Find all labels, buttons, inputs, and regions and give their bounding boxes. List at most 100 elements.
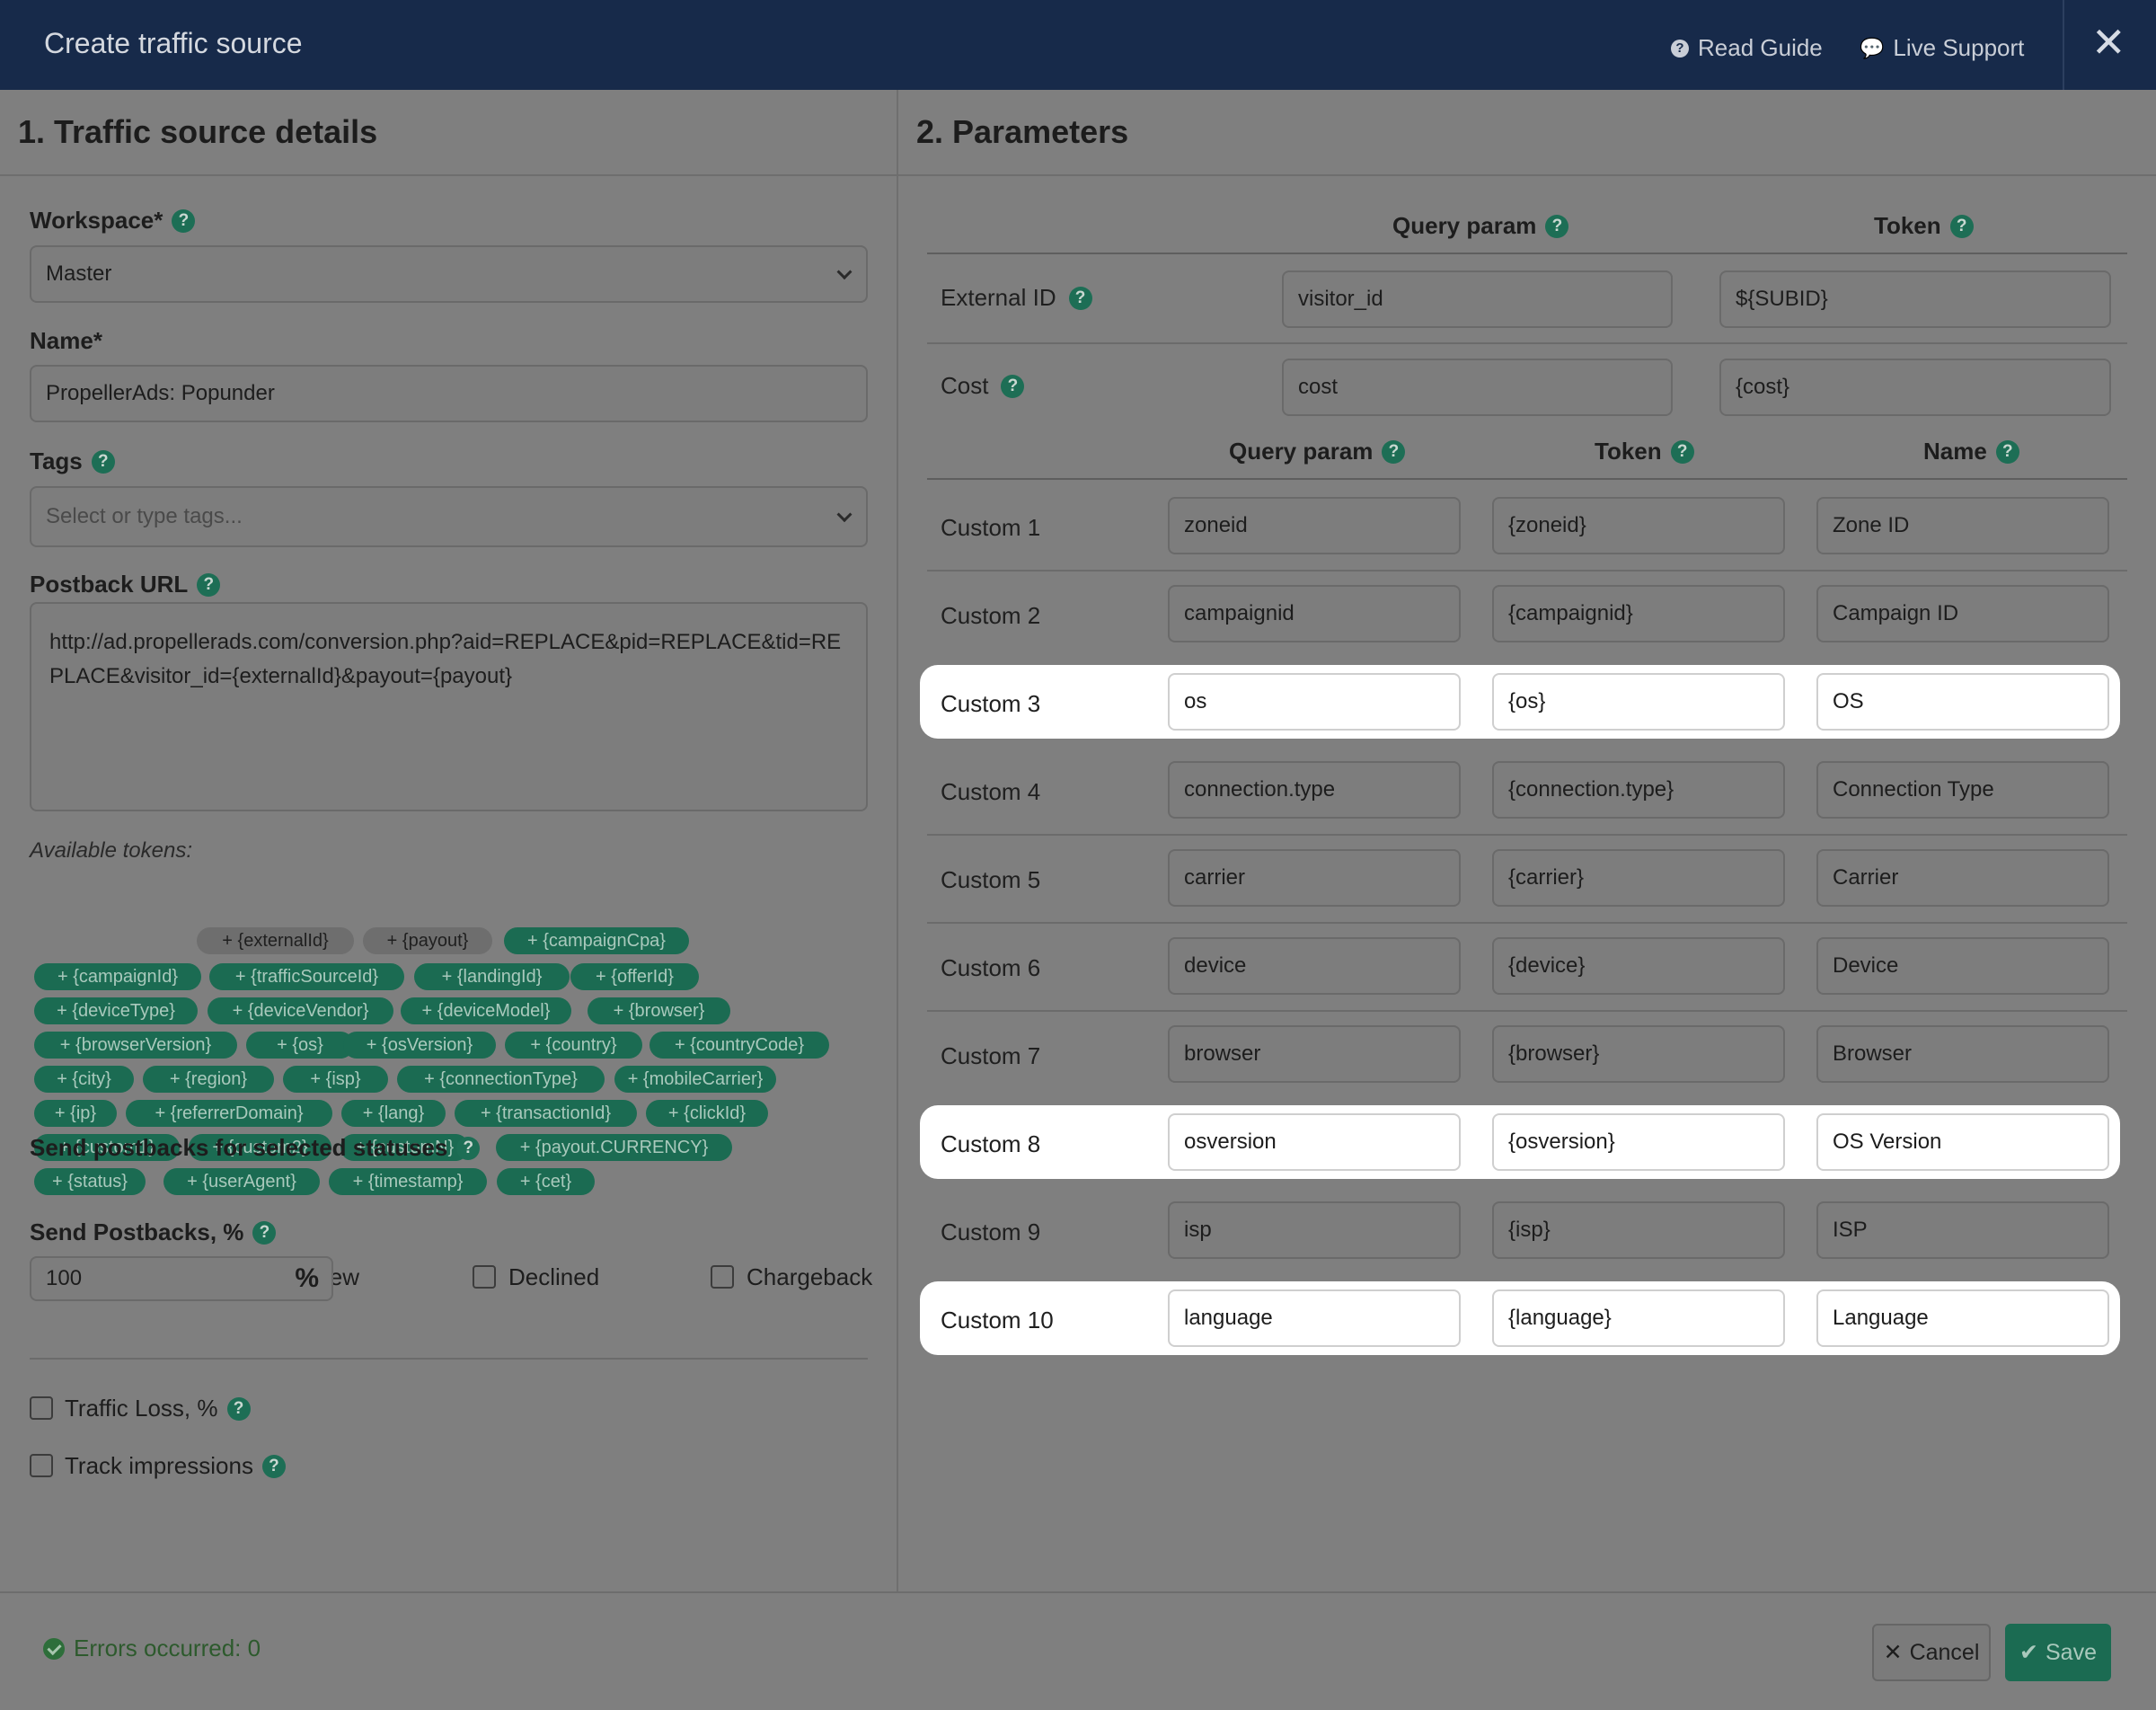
external-id-label: External ID ? [941, 284, 1092, 312]
help-icon[interactable]: ? [261, 1454, 286, 1478]
help-icon[interactable]: ? [1545, 214, 1569, 238]
custom-name-input[interactable]: Carrier [1816, 849, 2109, 907]
token-chip[interactable]: + {payout.CURRENCY} [496, 1134, 732, 1161]
custom-token-input[interactable]: {connection.type} [1492, 761, 1785, 819]
token-chip[interactable]: + {landingId} [414, 963, 570, 990]
name-input[interactable]: PropellerAds: Popunder [30, 365, 868, 422]
token-chip[interactable]: + {custom1} [34, 1134, 180, 1161]
token-chip[interactable]: + {region} [143, 1066, 274, 1093]
custom-token-input[interactable]: {osversion} [1492, 1113, 1785, 1171]
help-icon[interactable]: ? [1001, 374, 1025, 398]
help-icon[interactable]: ? [172, 208, 196, 233]
close-icon[interactable]: ✕ [2091, 19, 2126, 66]
save-button[interactable]: ✔ Save [2005, 1624, 2111, 1681]
custom-name-input[interactable]: OS [1816, 673, 2109, 731]
token-chip[interactable]: + {countryCode} [649, 1032, 829, 1059]
token-chip[interactable]: + {custom2} [189, 1134, 331, 1161]
custom-token-input[interactable]: {language} [1492, 1289, 1785, 1347]
token-chip[interactable]: + {cet} [497, 1168, 595, 1195]
token-chip[interactable]: + {externalId} [197, 927, 354, 954]
help-icon[interactable]: ? [1995, 439, 2019, 464]
send-postbacks-percent-input[interactable]: 100 % [30, 1256, 333, 1301]
token-chip[interactable]: + {browser} [588, 997, 730, 1024]
token-chip[interactable]: + {offerId} [570, 963, 699, 990]
help-icon[interactable]: ? [1068, 286, 1092, 310]
custom-name-input[interactable]: Browser [1816, 1025, 2109, 1083]
token-chip[interactable]: + {timestamp} [329, 1168, 487, 1195]
token-chip[interactable]: + {status} [34, 1168, 146, 1195]
token-chip[interactable]: + {osVersion} [343, 1032, 496, 1059]
help-icon[interactable]: ? [226, 1396, 251, 1421]
custom-param-input[interactable]: isp [1168, 1201, 1461, 1259]
token-chip[interactable]: + {ip} [34, 1100, 117, 1127]
custom-name-input[interactable]: Device [1816, 937, 2109, 995]
custom-param-input[interactable]: carrier [1168, 849, 1461, 907]
workspace-select[interactable]: Master [30, 245, 868, 303]
custom-param-input[interactable]: os [1168, 673, 1461, 731]
token-chip[interactable]: + {city} [34, 1066, 134, 1093]
token-chip[interactable]: + {os} [246, 1032, 354, 1059]
token-chip[interactable]: + {browserVersion} [34, 1032, 237, 1059]
custom-name-input[interactable]: Zone ID [1816, 497, 2109, 554]
token-chip[interactable]: + {transactionId} [455, 1100, 637, 1127]
custom-name-input[interactable]: OS Version [1816, 1113, 2109, 1171]
token-chip[interactable]: + {mobileCarrier} [614, 1066, 776, 1093]
token-chip[interactable]: + {campaignId} [34, 963, 201, 990]
token-chip[interactable]: + {deviceModel} [401, 997, 571, 1024]
custom-token-input[interactable]: {os} [1492, 673, 1785, 731]
custom-token-input[interactable]: {isp} [1492, 1201, 1785, 1259]
custom-name-input[interactable]: ISP [1816, 1201, 2109, 1259]
custom-token-input[interactable]: {zoneid} [1492, 497, 1785, 554]
custom-name-input[interactable]: Campaign ID [1816, 585, 2109, 642]
read-guide-link[interactable]: ? Read Guide [1671, 34, 1823, 62]
custom-token-input[interactable]: {device} [1492, 937, 1785, 995]
external-id-token-input[interactable]: ${SUBID} [1719, 270, 2111, 328]
help-icon[interactable]: ? [252, 1220, 277, 1245]
tags-select[interactable]: Select or type tags... [30, 486, 868, 547]
traffic-loss-checkbox[interactable] [30, 1396, 53, 1420]
postback-url-textarea[interactable]: http://ad.propellerads.com/conversion.ph… [30, 602, 868, 811]
help-icon[interactable]: ? [197, 572, 221, 597]
token-chip[interactable]: + {trafficSourceId} [209, 963, 404, 990]
custom-token-input[interactable]: {campaignid} [1492, 585, 1785, 642]
token-chip[interactable]: + {customN} [340, 1134, 469, 1161]
custom-param-input[interactable]: connection.type [1168, 761, 1461, 819]
status-checkbox-chargeback[interactable] [711, 1265, 734, 1289]
token-chip[interactable]: + {userAgent} [163, 1168, 320, 1195]
external-id-param-input[interactable]: visitor_id [1282, 270, 1673, 328]
custom-token-input[interactable]: {browser} [1492, 1025, 1785, 1083]
token-chip[interactable]: + {clickId} [646, 1100, 768, 1127]
token-chip[interactable]: + {lang} [341, 1100, 446, 1127]
custom-name-input[interactable]: Connection Type [1816, 761, 2109, 819]
token-chip[interactable]: + {connectionType} [397, 1066, 605, 1093]
custom-param-input[interactable]: zoneid [1168, 497, 1461, 554]
status-checkbox-declined[interactable] [473, 1265, 496, 1289]
token-chip[interactable]: + {deviceVendor} [208, 997, 393, 1024]
custom-param-input[interactable]: browser [1168, 1025, 1461, 1083]
token-chip[interactable]: + {campaignCpa} [504, 927, 689, 954]
track-impressions-checkbox[interactable] [30, 1454, 53, 1477]
percent-suffix: % [295, 1263, 319, 1293]
cost-token-input[interactable]: {cost} [1719, 359, 2111, 416]
custom-param-input[interactable]: language [1168, 1289, 1461, 1347]
help-icon[interactable]: ? [1670, 439, 1694, 464]
custom-token-input[interactable]: {carrier} [1492, 849, 1785, 907]
help-icon[interactable]: ? [1382, 439, 1406, 464]
token-chip[interactable]: + {country} [505, 1032, 642, 1059]
cancel-button[interactable]: ✕ Cancel [1872, 1624, 1991, 1681]
token-chip[interactable]: + {deviceType} [34, 997, 198, 1024]
row-divider [927, 1010, 2127, 1012]
cost-param-input[interactable]: cost [1282, 359, 1673, 416]
custom-param-input[interactable]: device [1168, 937, 1461, 995]
help-icon[interactable]: ? [91, 449, 115, 474]
help-icon[interactable]: ? [1949, 214, 1974, 238]
token-chip[interactable]: + {payout} [363, 927, 492, 954]
help-icon[interactable]: ? [456, 1136, 481, 1160]
chevron-down-icon [836, 264, 853, 280]
token-chip[interactable]: + {referrerDomain} [126, 1100, 332, 1127]
live-support-link[interactable]: 💬 Live Support [1860, 34, 2024, 62]
custom-param-input[interactable]: campaignid [1168, 585, 1461, 642]
token-chip[interactable]: + {isp} [283, 1066, 388, 1093]
custom-param-input[interactable]: osversion [1168, 1113, 1461, 1171]
custom-name-input[interactable]: Language [1816, 1289, 2109, 1347]
